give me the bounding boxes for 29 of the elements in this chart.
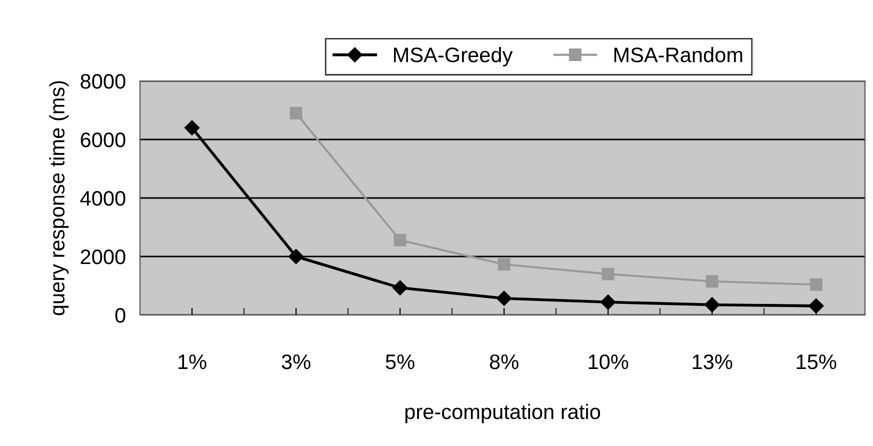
point (496, 290, 512, 306)
legend-label: MSA-Greedy (394, 46, 513, 66)
x-tick-label: 1% (178, 354, 206, 370)
x-tick-label: 8% (490, 354, 518, 370)
point (602, 268, 614, 280)
point (290, 106, 302, 120)
point (808, 298, 824, 314)
y-axis-title: query response time (ms) (49, 81, 69, 316)
x-tick-label: 13% (692, 354, 732, 370)
point (600, 294, 616, 310)
y-tick-label: 8000 (80, 74, 126, 89)
y-tick-label: 6000 (80, 132, 126, 148)
point (704, 297, 720, 312)
point (706, 275, 718, 288)
y-tick-label: 4000 (80, 191, 126, 206)
point (392, 280, 408, 296)
x-tick-label: 3% (282, 354, 310, 370)
y-tick-label: 0 (115, 308, 126, 323)
x-axis-title: pre-computation ratio (405, 404, 600, 424)
x-tick-label: 5% (386, 354, 414, 370)
point (810, 278, 822, 291)
legend-label: MSA-Random (614, 46, 742, 62)
point (498, 258, 510, 271)
point (288, 248, 304, 264)
x-tick-label: 10% (588, 354, 628, 370)
y-tick-label: 2000 (80, 250, 126, 264)
x-tick-label: 15% (796, 354, 836, 370)
point (184, 120, 200, 136)
point (394, 234, 406, 246)
